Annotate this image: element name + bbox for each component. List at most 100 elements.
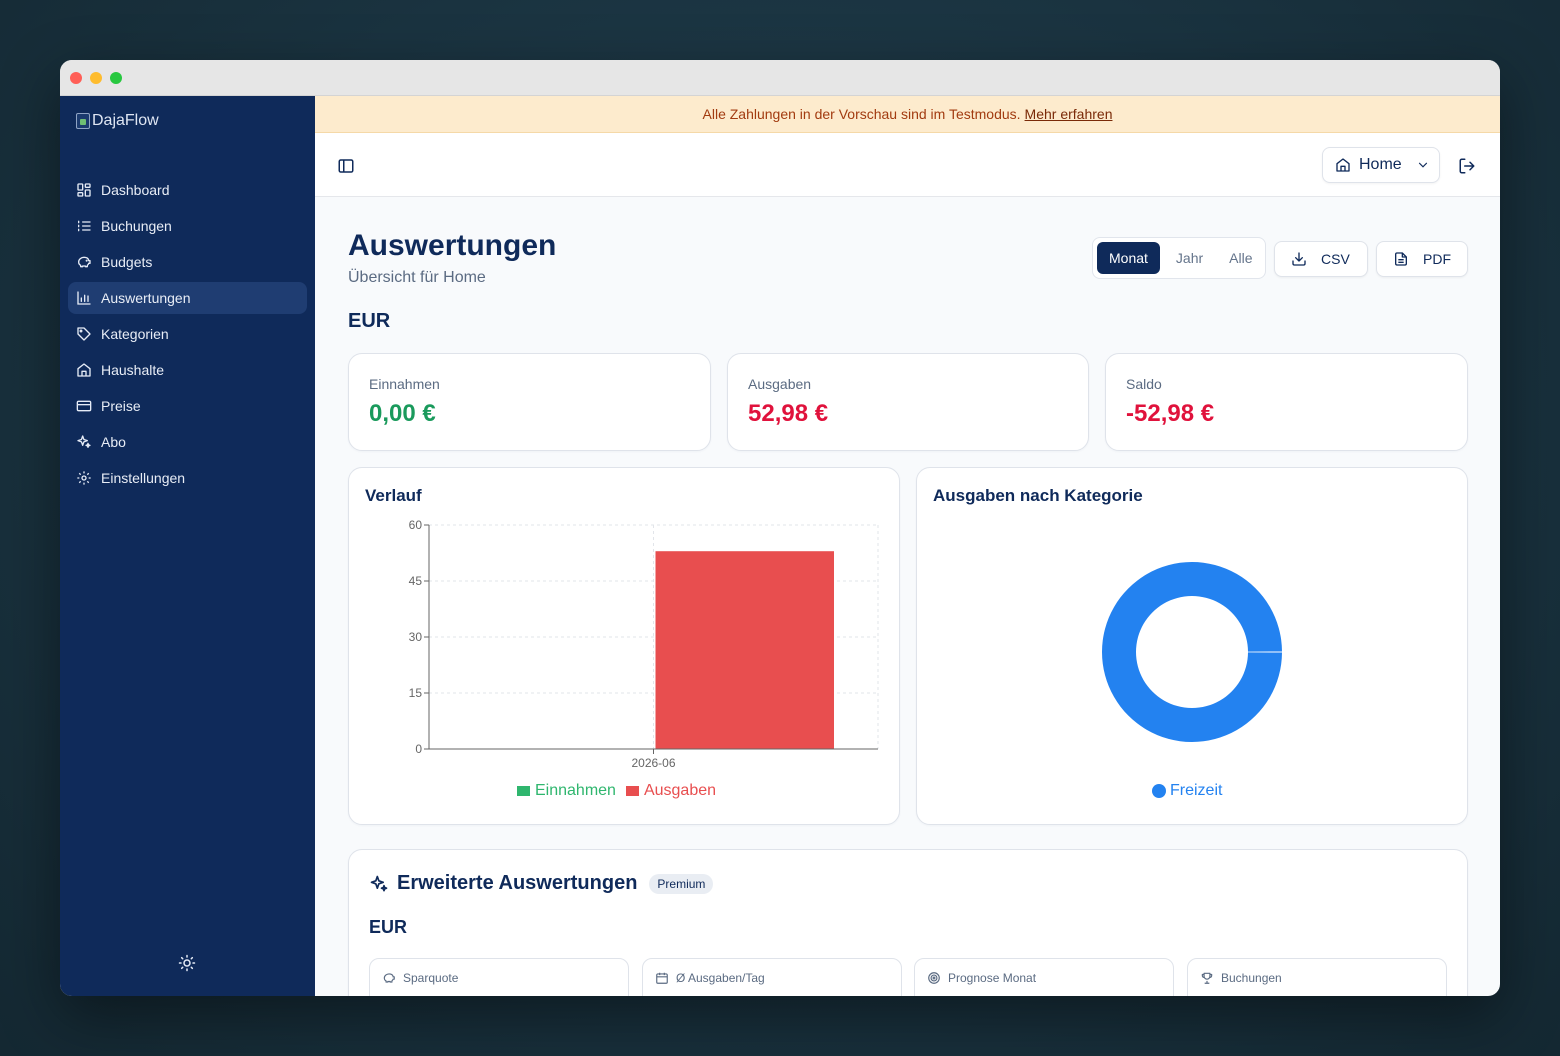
chart-title: Ausgaben nach Kategorie xyxy=(933,486,1143,505)
brand-logo[interactable]: DajaFlow xyxy=(76,112,159,130)
bar-chart-icon xyxy=(77,291,91,305)
sidebar: DajaFlow Dashboard Buchungen Budgets Aus… xyxy=(60,96,315,996)
main-area: Alle Zahlungen in der Vorschau sind im T… xyxy=(315,96,1500,996)
dashboard-icon xyxy=(77,183,91,197)
donut-slice-freizeit xyxy=(1102,562,1282,742)
period-year-button[interactable]: Jahr xyxy=(1175,250,1204,266)
period-all-button[interactable]: Alle xyxy=(1229,250,1253,266)
trophy-icon xyxy=(1201,972,1213,984)
app-window: DajaFlow Dashboard Buchungen Budgets Aus… xyxy=(60,60,1500,996)
sidebar-item-buchungen[interactable]: Buchungen xyxy=(68,210,307,242)
sidebar-item-label: Einstellungen xyxy=(101,470,186,486)
sidebar-item-label: Haushalte xyxy=(101,362,165,378)
kpi-value-expenses: 52,98 € xyxy=(748,400,829,427)
metric-card-forecast: Prognose Monat xyxy=(914,958,1174,996)
kpi-card-income: Einnahmen 0,00 € xyxy=(348,353,711,451)
chart-card-verlauf: Verlauf 2026-06 0 15 30 45 60 Einnahmen Ausga… xyxy=(348,467,900,825)
calendar-icon xyxy=(656,972,668,984)
y-tick-label: 60 xyxy=(409,518,423,532)
metric-card-sparquote: Sparquote xyxy=(369,958,629,996)
chevron-down-icon xyxy=(1418,162,1427,168)
piggy-bank-icon xyxy=(383,973,395,983)
currency-heading: EUR xyxy=(348,310,391,332)
sidebar-item-haushalte[interactable]: Haushalte xyxy=(68,354,307,386)
metric-label: Buchungen xyxy=(1221,971,1282,985)
legend-item-income[interactable]: Einnahmen xyxy=(517,782,616,800)
sidebar-item-label: Preise xyxy=(101,398,141,414)
kpi-value-income: 0,00 € xyxy=(369,400,436,427)
period-selector: Monat Jahr Alle xyxy=(1092,237,1266,279)
sidebar-item-label: Dashboard xyxy=(101,182,170,198)
extended-title-text: Erweiterte Auswertungen xyxy=(397,872,638,894)
legend-label: Ausgaben xyxy=(643,782,717,799)
y-tick-label: 15 xyxy=(409,686,423,700)
top-bar: Home xyxy=(315,133,1500,197)
download-icon xyxy=(1292,252,1306,266)
period-month-button[interactable]: Monat xyxy=(1097,242,1160,274)
metric-card-bookings: Buchungen xyxy=(1187,958,1447,996)
kpi-card-balance: Saldo -52,98 € xyxy=(1105,353,1468,451)
minimize-window-button[interactable] xyxy=(90,72,102,84)
sidebar-item-label: Budgets xyxy=(101,254,153,270)
home-icon xyxy=(77,363,91,377)
sidebar-item-kategorien[interactable]: Kategorien xyxy=(68,318,307,350)
sparkles-icon xyxy=(77,435,91,448)
test-mode-banner: Alle Zahlungen in der Vorschau sind im T… xyxy=(315,96,1500,133)
file-icon xyxy=(1395,252,1407,266)
y-tick-label: 0 xyxy=(415,742,422,756)
sidebar-item-preise[interactable]: Preise xyxy=(68,390,307,422)
chart-title: Verlauf xyxy=(365,486,422,505)
window-titlebar xyxy=(60,60,1500,96)
target-icon xyxy=(928,972,940,984)
y-tick-label: 45 xyxy=(409,574,423,588)
close-window-button[interactable] xyxy=(70,72,82,84)
metric-label: Sparquote xyxy=(403,971,459,985)
gear-icon xyxy=(77,471,91,485)
credit-card-icon xyxy=(76,400,92,412)
extended-currency: EUR xyxy=(369,917,408,937)
sidebar-item-einstellungen[interactable]: Einstellungen xyxy=(68,462,307,494)
banner-link[interactable]: Mehr erfahren xyxy=(1024,106,1113,122)
sidebar-item-label: Buchungen xyxy=(101,218,172,234)
home-icon xyxy=(1336,158,1350,172)
bar-ausgaben xyxy=(655,551,834,749)
maximize-window-button[interactable] xyxy=(110,72,122,84)
brand-logo-alt: DajaFlow xyxy=(92,112,159,129)
kpi-label: Ausgaben xyxy=(748,376,812,392)
sidebar-item-budgets[interactable]: Budgets xyxy=(68,246,307,278)
kpi-label: Saldo xyxy=(1126,376,1162,392)
sidebar-nav: Dashboard Buchungen Budgets Auswertungen… xyxy=(68,174,307,498)
extended-analytics-title: Erweiterte Auswertungen Premium xyxy=(369,872,714,895)
extended-analytics-card: Erweiterte Auswertungen Premium EUR Spar… xyxy=(348,849,1468,996)
export-csv-button[interactable]: CSV xyxy=(1274,241,1368,277)
y-tick-label: 30 xyxy=(409,630,423,644)
export-pdf-button[interactable]: PDF xyxy=(1376,241,1468,277)
chart-card-kategorie: Ausgaben nach Kategorie Freizeit xyxy=(916,467,1468,825)
tag-icon xyxy=(77,327,91,341)
banner-text: Alle Zahlungen in der Vorschau sind im T… xyxy=(702,106,1021,122)
sidebar-item-abo[interactable]: Abo xyxy=(68,426,307,458)
page-title: Auswertungen xyxy=(348,229,557,262)
bar-chart-legend: Einnahmen Ausgaben xyxy=(517,782,716,800)
kpi-value-balance: -52,98 € xyxy=(1126,400,1215,427)
legend-item-expenses[interactable]: Ausgaben xyxy=(625,782,717,800)
x-tick-label: 2026-06 xyxy=(631,756,675,770)
sidebar-item-label: Kategorien xyxy=(101,326,169,342)
list-icon xyxy=(78,220,91,232)
bar-chart: 2026-06 0 15 30 45 60 xyxy=(409,518,879,770)
sidebar-item-dashboard[interactable]: Dashboard xyxy=(68,174,307,206)
legend-item-freizeit[interactable]: Freizeit xyxy=(1152,782,1222,800)
export-pdf-label: PDF xyxy=(1423,251,1451,267)
sun-icon[interactable] xyxy=(178,954,196,972)
sidebar-item-label: Auswertungen xyxy=(101,290,191,306)
piggy-bank-icon xyxy=(78,256,91,268)
sidebar-item-auswertungen[interactable]: Auswertungen xyxy=(68,282,307,314)
sparkles-icon xyxy=(370,875,388,891)
household-select-value: Home xyxy=(1359,156,1402,173)
metric-label: Prognose Monat xyxy=(948,971,1037,985)
metric-label: Ø Ausgaben/Tag xyxy=(676,971,765,985)
logout-icon[interactable] xyxy=(1458,157,1476,175)
household-select[interactable]: Home xyxy=(1322,147,1440,183)
premium-badge: Premium xyxy=(649,873,714,894)
sidebar-toggle-icon[interactable] xyxy=(337,157,355,175)
